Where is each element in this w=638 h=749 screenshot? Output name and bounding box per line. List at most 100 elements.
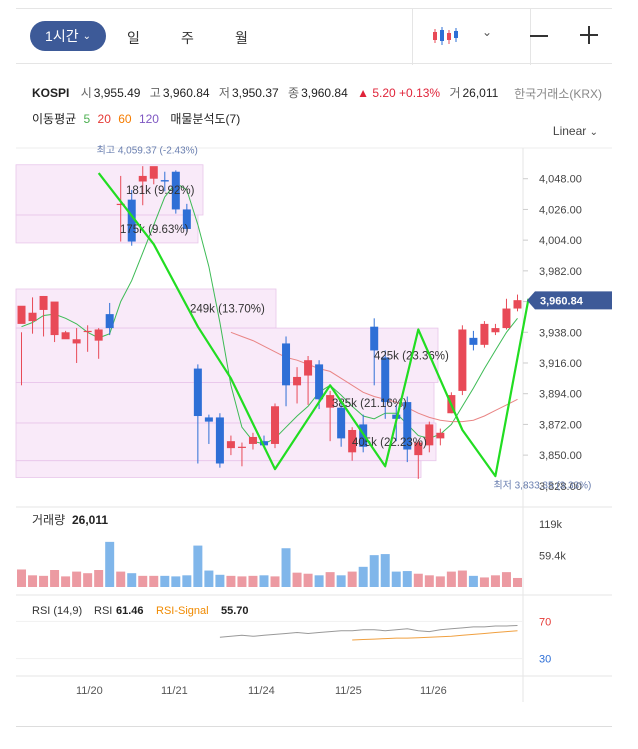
volume-bar xyxy=(160,575,170,587)
high-label: 고 xyxy=(149,86,161,100)
exchange-label: 한국거래소(KRX) xyxy=(514,87,602,101)
y-axis-tick-label: 3,872.00 xyxy=(539,419,582,431)
sales-analysis-label[interactable]: 매물분석도(7) xyxy=(170,112,241,126)
volume-bar xyxy=(457,570,467,587)
ma-5-label: 5 xyxy=(83,112,91,126)
volume-bar xyxy=(215,574,225,587)
volume-bar xyxy=(314,575,324,587)
y-axis-tick-label: 3,982.00 xyxy=(539,266,582,278)
zoom-out-icon[interactable] xyxy=(530,35,548,37)
rsi-line-RSI xyxy=(219,625,518,638)
candle-body xyxy=(381,357,390,403)
candle-body xyxy=(116,203,125,206)
volume-bar xyxy=(402,571,412,587)
rsi-value: 61.46 xyxy=(116,605,144,617)
volume-bar xyxy=(116,571,126,587)
volume-bar xyxy=(347,571,357,587)
candle-body xyxy=(127,199,136,242)
moving-average-label[interactable]: 이동평균 xyxy=(32,112,77,126)
candle-body xyxy=(204,417,213,422)
zoom-in-icon[interactable] xyxy=(580,26,598,44)
chevron-down-icon: ⌄ xyxy=(589,127,598,138)
volume-bar xyxy=(171,576,181,587)
volume-profile-label: 385k (21.16%) xyxy=(332,398,407,410)
candle-body xyxy=(226,441,235,449)
candle-body xyxy=(513,300,522,309)
candle-body xyxy=(304,360,313,376)
volume-bar xyxy=(479,577,489,587)
candle-body xyxy=(215,417,224,464)
timeframe-1h-button[interactable]: 1시간 ⌄ xyxy=(30,21,106,51)
candle-body xyxy=(138,175,147,182)
volume-value: 26,011 xyxy=(462,86,499,100)
volume-bar xyxy=(17,569,27,587)
volume-bar xyxy=(391,571,401,587)
candle-body xyxy=(326,395,335,408)
ma-20-label: 20 xyxy=(97,112,111,126)
candle-body xyxy=(436,432,445,439)
quote-summary: KOSPI 시 3,955.49 고 3,960.84 저 3,950.37 종 3,9… xyxy=(32,84,504,101)
candle-body xyxy=(403,402,412,450)
candle-body xyxy=(259,441,268,446)
y-axis-tick-label: 4,048.00 xyxy=(539,174,582,186)
timeframe-toolbar: 1시간 ⌄ 일 주 월 ⌄ xyxy=(16,8,612,65)
y-axis-tick-label: 3,850.00 xyxy=(539,450,582,462)
volume-bar xyxy=(127,573,137,587)
timeframe-day-tab[interactable]: 일 xyxy=(127,30,140,46)
candle-body xyxy=(94,329,103,341)
timeframe-month-tab[interactable]: 월 xyxy=(235,30,248,46)
rsi-axis-label: 30 xyxy=(539,654,551,666)
ma-120-label: 120 xyxy=(138,112,159,126)
moving-average-line-5 xyxy=(21,182,518,445)
candle-body xyxy=(171,171,180,210)
volume-bar xyxy=(39,575,49,587)
scale-mode-dropdown[interactable]: Linear ⌄ xyxy=(553,124,598,138)
ma-60-label: 60 xyxy=(118,112,132,126)
moving-average-line-20 xyxy=(230,331,518,423)
volume-bar xyxy=(193,545,203,587)
scale-mode-label: Linear xyxy=(552,124,587,138)
volume-bar xyxy=(149,575,159,587)
chart-type-dropdown-icon[interactable]: ⌄ xyxy=(482,25,493,39)
rsi-axis-label: 70 xyxy=(539,616,551,628)
volume-bar xyxy=(204,570,214,587)
volume-bar xyxy=(490,575,500,587)
candle-body xyxy=(149,166,158,179)
change-pct: +0.13% xyxy=(399,86,441,100)
volume-profile-label: 249k (13.70%) xyxy=(190,304,265,316)
x-axis-date-label: 11/26 xyxy=(420,685,447,697)
volume-profile-zone xyxy=(15,288,277,329)
volume-bar xyxy=(28,575,38,587)
timeframe-1h-label: 1시간 xyxy=(45,28,79,44)
candle-body xyxy=(105,314,114,329)
volume-axis-label: 59.4k xyxy=(539,550,566,562)
chart-type-candle-icon[interactable] xyxy=(432,25,458,47)
candle-body xyxy=(28,312,37,322)
candle-body xyxy=(72,339,81,344)
volume-bar xyxy=(72,571,82,587)
volume-bar xyxy=(336,575,346,587)
candle-body xyxy=(337,407,346,439)
volume-bar xyxy=(446,571,456,587)
change-value: ▲ 5.20 xyxy=(357,86,396,100)
volume-bar xyxy=(468,575,478,587)
rsi-line-RSI-Signal xyxy=(352,630,518,641)
volume-bar xyxy=(325,572,335,587)
volume-bar xyxy=(237,576,247,587)
y-axis-tick-label: 3,894.00 xyxy=(539,389,582,401)
x-axis-date-label: 11/24 xyxy=(248,685,275,697)
volume-bar xyxy=(369,555,379,587)
candle-body xyxy=(237,446,246,448)
min-price-label: 최저 3,833.35 (3.33%) xyxy=(493,480,591,492)
candle-body xyxy=(282,343,291,386)
symbol-label: KOSPI xyxy=(32,86,70,100)
y-axis-tick-label: 4,026.00 xyxy=(539,204,582,216)
last-price-label: 3,960.84 xyxy=(540,295,584,307)
close-label: 종 xyxy=(288,86,300,100)
high-value: 3,960.84 xyxy=(162,86,210,100)
volume-title-label: 거래량 xyxy=(32,513,65,527)
volume-profile-label: 175k (9.63%) xyxy=(120,224,189,236)
timeframe-week-tab[interactable]: 주 xyxy=(181,30,194,46)
volume-bar xyxy=(105,541,115,587)
